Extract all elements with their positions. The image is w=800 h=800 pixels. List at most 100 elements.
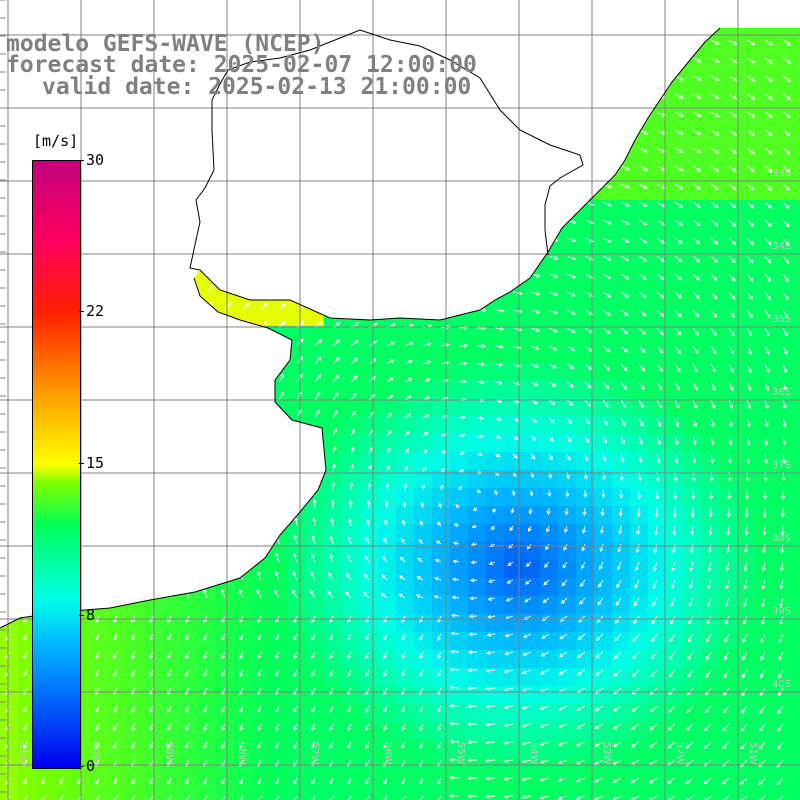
- wind-arrow: [594, 705, 604, 712]
- wind-speed-cell: [702, 380, 720, 398]
- wind-arrow: [692, 435, 697, 446]
- wind-speed-cell: [702, 416, 720, 434]
- wind-arrow: [638, 417, 644, 427]
- wind-arrow: [548, 219, 559, 224]
- wind-arrow: [258, 516, 263, 527]
- wind-speed-cell: [180, 434, 198, 452]
- wind-speed-cell: [270, 596, 288, 614]
- wind-arrow: [468, 632, 478, 637]
- wind-arrow: [422, 288, 433, 293]
- wind-arrow: [764, 381, 770, 392]
- wind-arrow: [494, 218, 505, 223]
- wind-arrow: [620, 255, 630, 262]
- wind-arrow: [170, 301, 177, 311]
- wind-speed-cell: [468, 272, 486, 290]
- wind-speed-cell: [756, 776, 774, 794]
- wind-speed-cell: [450, 290, 468, 308]
- wind-speed-cell: [162, 776, 180, 794]
- wind-arrow: [238, 588, 244, 599]
- wind-speed-cell: [504, 326, 522, 344]
- wind-speed-cell: [666, 416, 684, 434]
- wind-arrow: [548, 291, 559, 297]
- wind-speed-cell: [558, 326, 576, 344]
- wind-arrow: [650, 651, 658, 660]
- wind-speed-cell: [504, 506, 522, 524]
- wind-speed-cell: [558, 110, 576, 128]
- wind-speed-cell: [288, 182, 306, 200]
- wind-speed-cell: [540, 434, 558, 452]
- wind-speed-cell: [144, 578, 162, 596]
- wind-arrow: [692, 255, 701, 263]
- wind-arrow: [764, 39, 774, 46]
- wind-speed-cell: [540, 488, 558, 506]
- wind-arrow: [221, 570, 226, 581]
- wind-arrow: [638, 147, 648, 153]
- wind-speed-cell: [0, 398, 18, 416]
- wind-speed-cell: [252, 452, 270, 470]
- lon-label: 59W: [163, 742, 174, 765]
- wind-speed-cell: [684, 164, 702, 182]
- wind-speed-cell: [558, 92, 576, 110]
- wind-arrow: [242, 195, 251, 203]
- wind-arrow: [486, 650, 496, 655]
- wind-speed-cell: [522, 650, 540, 668]
- wind-arrow: [530, 92, 541, 97]
- wind-arrow: [530, 435, 537, 442]
- wind-speed-cell: [144, 650, 162, 668]
- wind-arrow: [203, 534, 208, 545]
- wind-speed-cell: [648, 668, 666, 686]
- wind-speed-cell: [198, 578, 216, 596]
- wind-speed-cell: [630, 218, 648, 236]
- wind-arrow: [692, 183, 702, 190]
- wind-arrow: [620, 417, 626, 427]
- colorbar-label-30: 30: [86, 151, 105, 169]
- wind-speed-cell: [162, 290, 180, 308]
- wind-arrow: [746, 381, 752, 392]
- wind-arrow: [421, 483, 426, 491]
- wind-speed-cell: [684, 740, 702, 758]
- wind-speed-cell: [576, 290, 594, 308]
- wind-arrow: [638, 255, 648, 262]
- wind-speed-cell: [648, 758, 666, 776]
- wind-arrow: [503, 687, 514, 692]
- wind-arrow: [458, 469, 465, 474]
- wind-speed-cell: [774, 362, 792, 380]
- wind-arrow: [132, 516, 137, 527]
- wind-speed-cell: [252, 200, 270, 218]
- wind-arrow: [239, 669, 244, 678]
- wind-arrow: [476, 182, 487, 187]
- wind-speed-cell: [0, 740, 18, 758]
- wind-arrow: [557, 723, 568, 729]
- wind-arrow: [728, 255, 736, 264]
- wind-speed-cell: [558, 596, 576, 614]
- wind-arrow: [114, 498, 119, 509]
- wind-speed-cell: [576, 254, 594, 272]
- wind-speed-cell: [486, 668, 504, 686]
- wind-speed-cell: [684, 668, 702, 686]
- wind-speed-cell: [648, 308, 666, 326]
- wind-speed-cell: [414, 776, 432, 794]
- wind-arrow: [650, 669, 658, 678]
- wind-speed-cell: [162, 200, 180, 218]
- wind-speed-cell: [738, 362, 756, 380]
- wind-arrow: [113, 723, 118, 732]
- wind-speed-cell: [774, 236, 792, 254]
- wind-speed-cell: [396, 758, 414, 776]
- wind-speed-cell: [522, 704, 540, 722]
- wind-speed-cell: [576, 236, 594, 254]
- wind-speed-cell: [738, 794, 756, 800]
- wind-arrow: [638, 291, 647, 299]
- wind-arrow: [221, 651, 226, 660]
- wind-arrow: [782, 237, 790, 246]
- wind-speed-cell: [486, 344, 504, 362]
- wind-arrow: [761, 597, 766, 608]
- wind-speed-cell: [180, 326, 198, 344]
- wind-arrow: [185, 570, 190, 581]
- wind-speed-cell: [486, 524, 504, 542]
- wind-arrow: [433, 594, 442, 599]
- wind-speed-cell: [450, 650, 468, 668]
- wind-arrow: [581, 543, 586, 552]
- wind-arrow: [332, 286, 342, 293]
- wind-speed-cell: [126, 704, 144, 722]
- wind-arrow: [597, 597, 604, 606]
